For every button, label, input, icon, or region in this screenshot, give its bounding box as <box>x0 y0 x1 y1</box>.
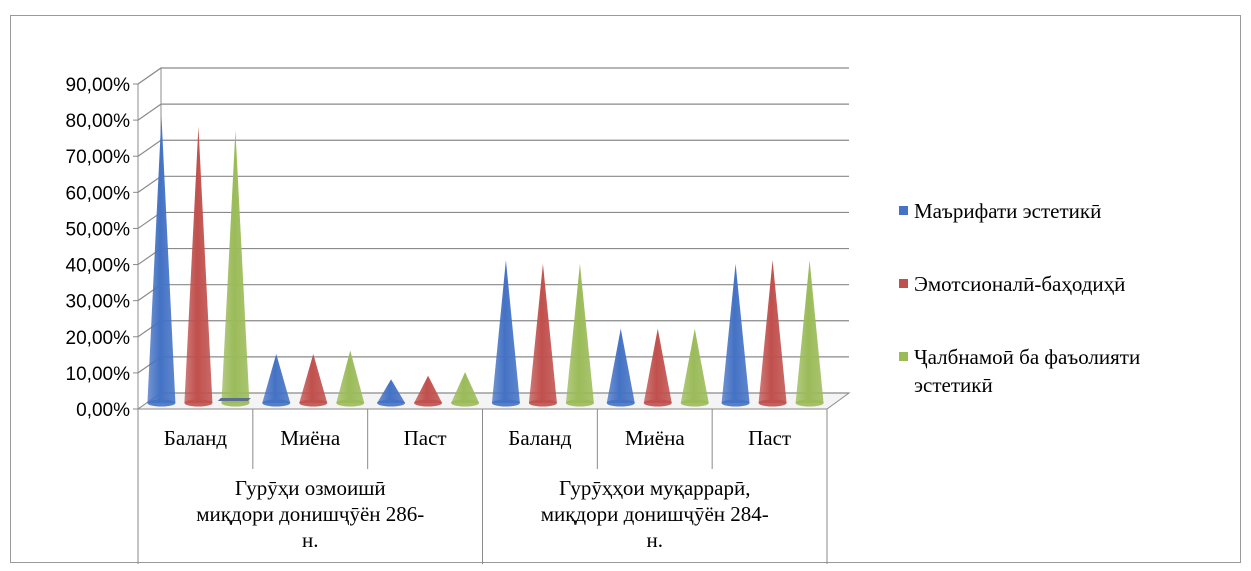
cone-body <box>565 263 594 403</box>
cone-1-5 <box>758 260 787 407</box>
category-label: Паст <box>404 426 447 450</box>
category-label: Миёна <box>625 426 685 450</box>
y-tick-label: 80,00% <box>66 111 131 132</box>
y-tick-label: 60,00% <box>66 183 131 204</box>
legend: Маърифати эстетикӣ Эмотсионалӣ-баҳодиҳӣ Ҷа… <box>899 199 1140 397</box>
cone-2-3 <box>565 263 594 407</box>
y-tick-label: 90,00% <box>66 75 131 96</box>
cone-body <box>221 130 250 403</box>
cone-body <box>377 379 406 403</box>
cone-body <box>414 375 443 403</box>
cone-1-3 <box>528 263 557 407</box>
cone-body <box>795 260 824 403</box>
cone-body <box>491 260 520 403</box>
cone-body <box>606 328 635 403</box>
group-label: Гурӯҳи озмоишӣ <box>235 476 386 500</box>
legend-label: эстетикӣ <box>914 373 993 397</box>
cone-body <box>147 115 176 403</box>
cone-chart: 0,00% 10,00% 20,00% 30,00% 40,00% 50,00% 60,00… <box>66 67 1140 564</box>
legend-label: Эмотсионалӣ-баҳодиҳӣ <box>914 272 1125 296</box>
cone-body <box>680 328 709 403</box>
gridline-side <box>137 139 162 157</box>
y-tick-label: 70,00% <box>66 147 131 168</box>
cone-body <box>451 372 480 403</box>
category-label: Баланд <box>508 426 572 450</box>
group-label: н. <box>302 528 319 552</box>
group-label: миқдори донишҷӯён 284- <box>541 502 769 526</box>
legend-label: Ҷалбнамоӣ ба фаъолияти <box>914 345 1140 369</box>
cone-2-1 <box>336 350 365 407</box>
cone-2-2 <box>451 372 480 407</box>
cone-0-1 <box>262 354 291 407</box>
data-cones <box>147 115 824 407</box>
cone-1-2 <box>414 375 443 407</box>
y-tick-label: 10,00% <box>66 364 131 385</box>
cone-body <box>336 350 365 403</box>
cone-2-4 <box>680 328 709 407</box>
gridline-side <box>137 103 162 121</box>
cone-1-4 <box>643 328 672 407</box>
gridline-side <box>137 67 162 85</box>
cone-body <box>299 354 328 403</box>
cone-1-1 <box>299 354 328 407</box>
zero-marker <box>217 398 251 401</box>
cone-0-0 <box>147 115 176 407</box>
cone-1-0 <box>184 126 213 407</box>
cone-2-0 <box>221 130 250 407</box>
group-label: миқдори донишҷӯён 286- <box>196 502 424 526</box>
y-axis-ticks: 0,00% 10,00% 20,00% 30,00% 40,00% 50,00% 60,00… <box>66 75 138 421</box>
cone-body <box>721 263 750 403</box>
group-label: Гурӯҳҳои муқаррарӣ, <box>559 476 750 500</box>
cone-0-4 <box>606 328 635 407</box>
cone-0-3 <box>491 260 520 407</box>
y-tick-label: 50,00% <box>66 219 131 240</box>
y-tick-label: 20,00% <box>66 328 131 349</box>
legend-swatch <box>899 206 908 215</box>
cone-body <box>643 328 672 403</box>
chart-frame: 0,00% 10,00% 20,00% 30,00% 40,00% 50,00% 60,00… <box>10 15 1241 564</box>
cone-2-5 <box>795 260 824 407</box>
legend-swatch <box>899 279 908 288</box>
group-label: н. <box>647 528 664 552</box>
y-tick-label: 30,00% <box>66 292 131 313</box>
cone-body <box>758 260 787 403</box>
category-label: Паст <box>748 426 791 450</box>
x-axis: Баланд Миёна Паст Баланд Миёна Паст Гурӯҳи озм… <box>137 408 828 564</box>
legend-swatch <box>899 352 908 361</box>
y-tick-label: 40,00% <box>66 256 131 277</box>
cone-0-5 <box>721 263 750 407</box>
cone-body <box>262 354 291 403</box>
legend-label: Маърифати эстетикӣ <box>914 199 1101 223</box>
category-label: Баланд <box>164 426 228 450</box>
cone-body <box>184 126 213 404</box>
gridline-side <box>137 175 162 193</box>
y-tick-label: 0,00% <box>76 400 130 421</box>
category-label: Миёна <box>280 426 340 450</box>
cone-0-2 <box>377 379 406 407</box>
cone-body <box>528 263 557 403</box>
